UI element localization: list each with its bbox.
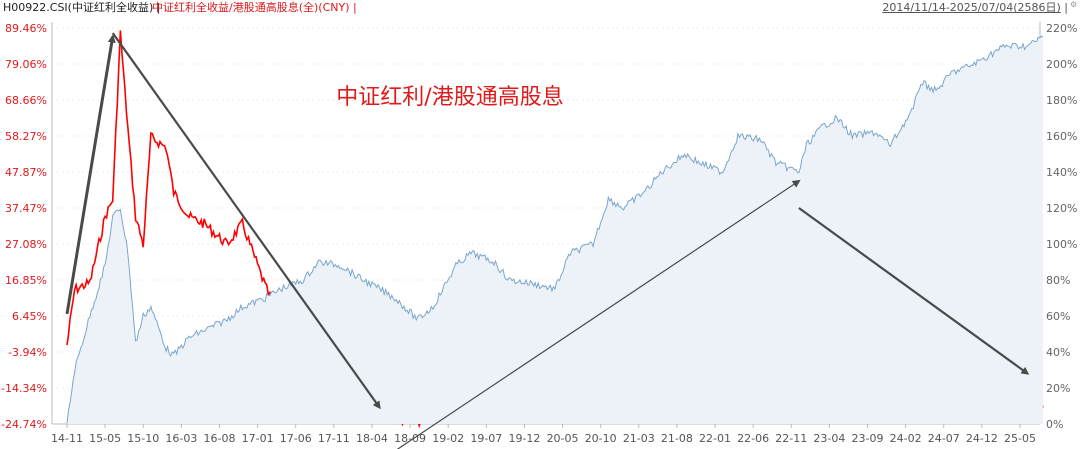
right-tick-label: 20% bbox=[1046, 382, 1070, 395]
x-tick-label: 19-12 bbox=[508, 432, 540, 445]
x-tick-label: 25-05 bbox=[1004, 432, 1036, 445]
x-tick-label: 15-10 bbox=[127, 432, 159, 445]
x-tick-label: 17-01 bbox=[242, 432, 274, 445]
date-range-label[interactable]: 2014/11/14-2025/07/04(2586日) | bbox=[882, 0, 1068, 16]
x-tick-label: 21-08 bbox=[661, 432, 693, 445]
settings-icon[interactable]: ⚙ bbox=[1070, 0, 1078, 9]
x-tick-label: 16-08 bbox=[203, 432, 235, 445]
left-tick-label: 6.45% bbox=[12, 310, 47, 323]
x-tick-label: 19-02 bbox=[432, 432, 464, 445]
index-area-fill bbox=[67, 36, 1043, 424]
chart-header: H00922.CSI(中证红利全收益) | 中证红利全收益/港股通高股息(全)(… bbox=[0, 0, 1080, 16]
day-count-text: (2586日) bbox=[1013, 1, 1061, 14]
x-tick-label: 24-12 bbox=[966, 432, 998, 445]
right-tick-label: 220% bbox=[1046, 22, 1077, 35]
x-tick-label: 23-04 bbox=[813, 432, 845, 445]
ratio-series-label: 中证红利全收益/港股通高股息(全)(CNY) | bbox=[152, 1, 357, 14]
left-tick-label: 58.27% bbox=[5, 130, 47, 143]
x-tick-label: 20-10 bbox=[585, 432, 617, 445]
trend-arrows bbox=[65, 32, 1030, 449]
x-axis: 14-11 15-05 15-10 16-03 16-08 17-01 17-06 17-11… bbox=[51, 423, 1040, 445]
right-tick-label: 60% bbox=[1046, 310, 1070, 323]
left-tick-label: 68.66% bbox=[5, 94, 47, 107]
right-y-axis: 220% 200% 180% 160% 140% 120% 100% 80% 60% 40% 20%… bbox=[1039, 22, 1077, 431]
date-range-text[interactable]: 2014/11/14-2025/07/04 bbox=[882, 1, 1014, 14]
x-tick-label: 18-04 bbox=[356, 432, 388, 445]
plot-area bbox=[66, 30, 1044, 429]
x-tick-label: 24-07 bbox=[928, 432, 960, 445]
left-tick-label: -3.94% bbox=[8, 346, 47, 359]
x-tick-label: 15-05 bbox=[89, 432, 121, 445]
x-tick-label: 24-02 bbox=[890, 432, 922, 445]
right-tick-label: 80% bbox=[1046, 274, 1070, 287]
left-tick-label: 16.85% bbox=[5, 274, 47, 287]
left-tick-label: 37.47% bbox=[5, 202, 47, 215]
trend-arrow bbox=[396, 179, 801, 449]
trend-arrow bbox=[65, 34, 116, 315]
right-tick-label: 40% bbox=[1046, 346, 1070, 359]
separator: | bbox=[156, 1, 161, 14]
trend-arrow bbox=[798, 207, 1030, 375]
x-tick-label: 22-11 bbox=[775, 432, 807, 445]
left-tick-label: -14.34% bbox=[1, 382, 47, 395]
trend-arrow bbox=[111, 32, 381, 410]
left-tick-label: 27.08% bbox=[5, 238, 47, 251]
right-tick-label: 140% bbox=[1046, 166, 1077, 179]
index-series-line bbox=[66, 35, 1044, 424]
left-tick-label: 47.87% bbox=[5, 166, 47, 179]
right-tick-label: 120% bbox=[1046, 202, 1077, 215]
right-tick-label: 160% bbox=[1046, 130, 1077, 143]
x-tick-label: 22-06 bbox=[737, 432, 769, 445]
x-tick-label: 16-03 bbox=[165, 432, 197, 445]
x-tick-label: 23-09 bbox=[852, 432, 884, 445]
chart-title: 中证红利/港股通高股息 bbox=[336, 85, 563, 110]
x-tick-label: 20-05 bbox=[547, 432, 579, 445]
left-y-axis: 89.46% 79.06% 68.66% 58.27% 47.87% 37.47% 27.0… bbox=[1, 22, 1040, 431]
x-tick-label: 17-06 bbox=[280, 432, 312, 445]
separator: | bbox=[1064, 1, 1068, 14]
x-tick-label: 22-01 bbox=[699, 432, 731, 445]
index-code-label: H00922.CSI(中证红利全收益) | bbox=[3, 1, 161, 14]
left-tick-label: -24.74% bbox=[1, 418, 47, 431]
right-tick-label: 100% bbox=[1046, 238, 1077, 251]
x-tick-label: 14-11 bbox=[51, 432, 83, 445]
x-tick-label: 19-07 bbox=[470, 432, 502, 445]
right-tick-label: 180% bbox=[1046, 94, 1077, 107]
separator: | bbox=[353, 1, 357, 14]
x-tick-label: 17-11 bbox=[318, 432, 350, 445]
x-tick-label: 21-03 bbox=[623, 432, 655, 445]
right-tick-label: 200% bbox=[1046, 58, 1077, 71]
left-tick-label: 89.46% bbox=[5, 22, 47, 35]
right-tick-label: 0% bbox=[1046, 418, 1063, 431]
left-tick-label: 79.06% bbox=[5, 58, 47, 71]
